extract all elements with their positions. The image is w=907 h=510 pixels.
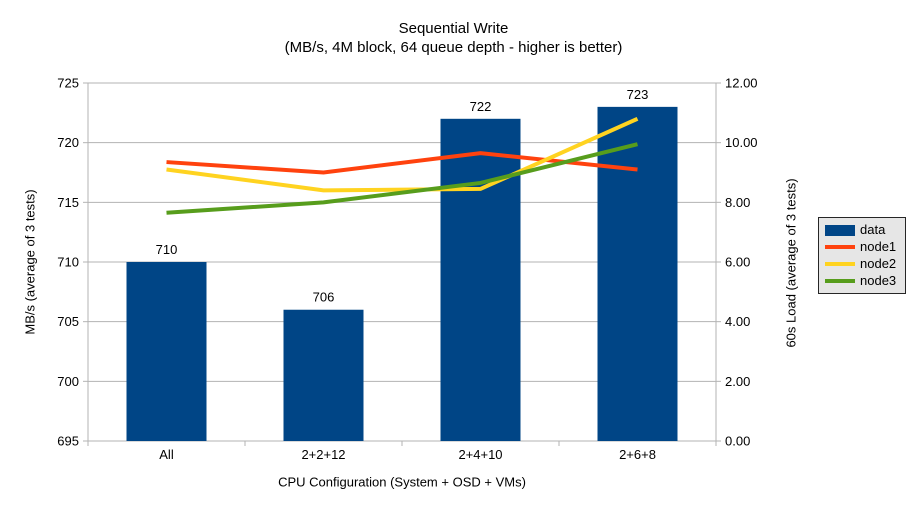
y-left-tick-label: 720 — [57, 135, 79, 150]
legend-label: node2 — [860, 255, 897, 271]
y-right-tick-label: 6.00 — [725, 255, 750, 270]
legend-label: node1 — [860, 239, 897, 255]
bar-value-label: 710 — [156, 242, 178, 257]
chart-subtitle: (MB/s, 4M block, 64 queue depth - higher… — [284, 39, 623, 56]
y-left-tick-label: 705 — [57, 314, 79, 329]
y-left-tick-label: 710 — [57, 255, 79, 270]
legend-item-data: data — [825, 223, 899, 237]
y-right-tick-label: 8.00 — [725, 195, 750, 210]
legend-item-node1: node1 — [825, 240, 899, 254]
bar-2+6+8 — [597, 106, 678, 441]
y-axis-title-left: MB/s (average of 3 tests) — [22, 189, 38, 335]
y-left-tick-label: 715 — [57, 195, 79, 210]
legend: data node1 node2 node3 — [818, 217, 906, 294]
y-left-tick-label: 725 — [57, 76, 79, 91]
line-node1 — [166, 151, 638, 175]
legend-line-swatch — [825, 278, 855, 283]
legend-item-node3: node3 — [825, 272, 899, 288]
y-right-tick-label: 12.00 — [725, 76, 758, 91]
chart-title: Sequential Write — [398, 20, 509, 37]
x-category-label: All — [159, 447, 174, 462]
y-right-tick-label: 4.00 — [725, 314, 750, 329]
x-axis-title: CPU Configuration (System + OSD + VMs) — [278, 474, 526, 490]
bar-2+2+12 — [283, 309, 364, 441]
legend-item-node2: node2 — [825, 255, 899, 271]
y-left-tick-label: 700 — [57, 374, 79, 389]
bar-value-label: 722 — [470, 99, 492, 114]
x-category-label: 2+6+8 — [619, 447, 656, 462]
x-category-label: 2+4+10 — [458, 447, 502, 462]
y-right-tick-label: 2.00 — [725, 374, 750, 389]
line-node3 — [166, 142, 638, 215]
legend-line-swatch — [825, 261, 855, 266]
y-left-tick-label: 695 — [57, 434, 79, 449]
bar-All — [126, 262, 207, 441]
y-axis-title-right: 60s Load (average of 3 tests) — [783, 178, 799, 348]
legend-box-swatch — [825, 224, 855, 236]
legend-label: data — [860, 222, 886, 238]
y-right-tick-label: 10.00 — [725, 135, 758, 150]
x-category-label: 2+2+12 — [301, 447, 345, 462]
y-right-tick-label: 0.00 — [725, 434, 750, 449]
line-node2 — [166, 116, 639, 193]
legend-label: node3 — [860, 272, 897, 288]
bar-value-label: 723 — [627, 87, 649, 102]
legend-line-swatch — [825, 245, 855, 250]
bar-value-label: 706 — [313, 290, 335, 305]
bar-2+4+10 — [440, 118, 521, 442]
